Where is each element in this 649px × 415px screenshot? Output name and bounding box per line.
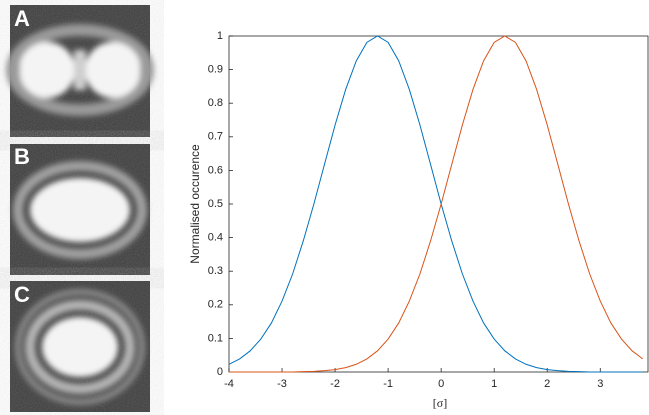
y-tick-label: 0 — [217, 366, 223, 378]
y-tick-label: 0.4 — [208, 232, 223, 244]
x-tick-label: 3 — [597, 378, 603, 390]
y-tick-label: 0.6 — [208, 164, 223, 176]
plot-frame — [228, 35, 649, 373]
panel-label: C — [14, 282, 30, 307]
x-tick-label: -1 — [383, 378, 393, 390]
y-tick-label: 0.9 — [208, 64, 223, 76]
x-tick-label: -3 — [277, 378, 287, 390]
x-tick-label: 2 — [544, 378, 550, 390]
x-axis-label: [σ] — [433, 396, 447, 410]
panel-a: A — [6, 5, 154, 137]
y-tick-label: 0.1 — [208, 332, 223, 344]
x-tick-label: 0 — [438, 378, 444, 390]
panel-c: C — [10, 281, 150, 412]
panel-label: B — [14, 144, 30, 169]
y-tick-label: 0.5 — [208, 198, 223, 210]
y-axis-label: Normalised occurence — [188, 144, 202, 264]
y-tick-label: 0.8 — [208, 97, 223, 109]
x-tick-label: -2 — [330, 378, 340, 390]
y-tick-label: 0.7 — [208, 131, 223, 143]
line-series — [228, 35, 643, 373]
x-tick-label: 1 — [491, 378, 497, 390]
line-series — [229, 35, 644, 373]
panel-label: A — [14, 6, 30, 31]
y-tick-label: 0.2 — [208, 299, 223, 311]
y-tick-label: 1 — [217, 30, 223, 42]
x-tick-label: -4 — [224, 378, 234, 390]
y-tick-label: 0.3 — [208, 265, 223, 277]
panel-b: B — [10, 144, 150, 275]
